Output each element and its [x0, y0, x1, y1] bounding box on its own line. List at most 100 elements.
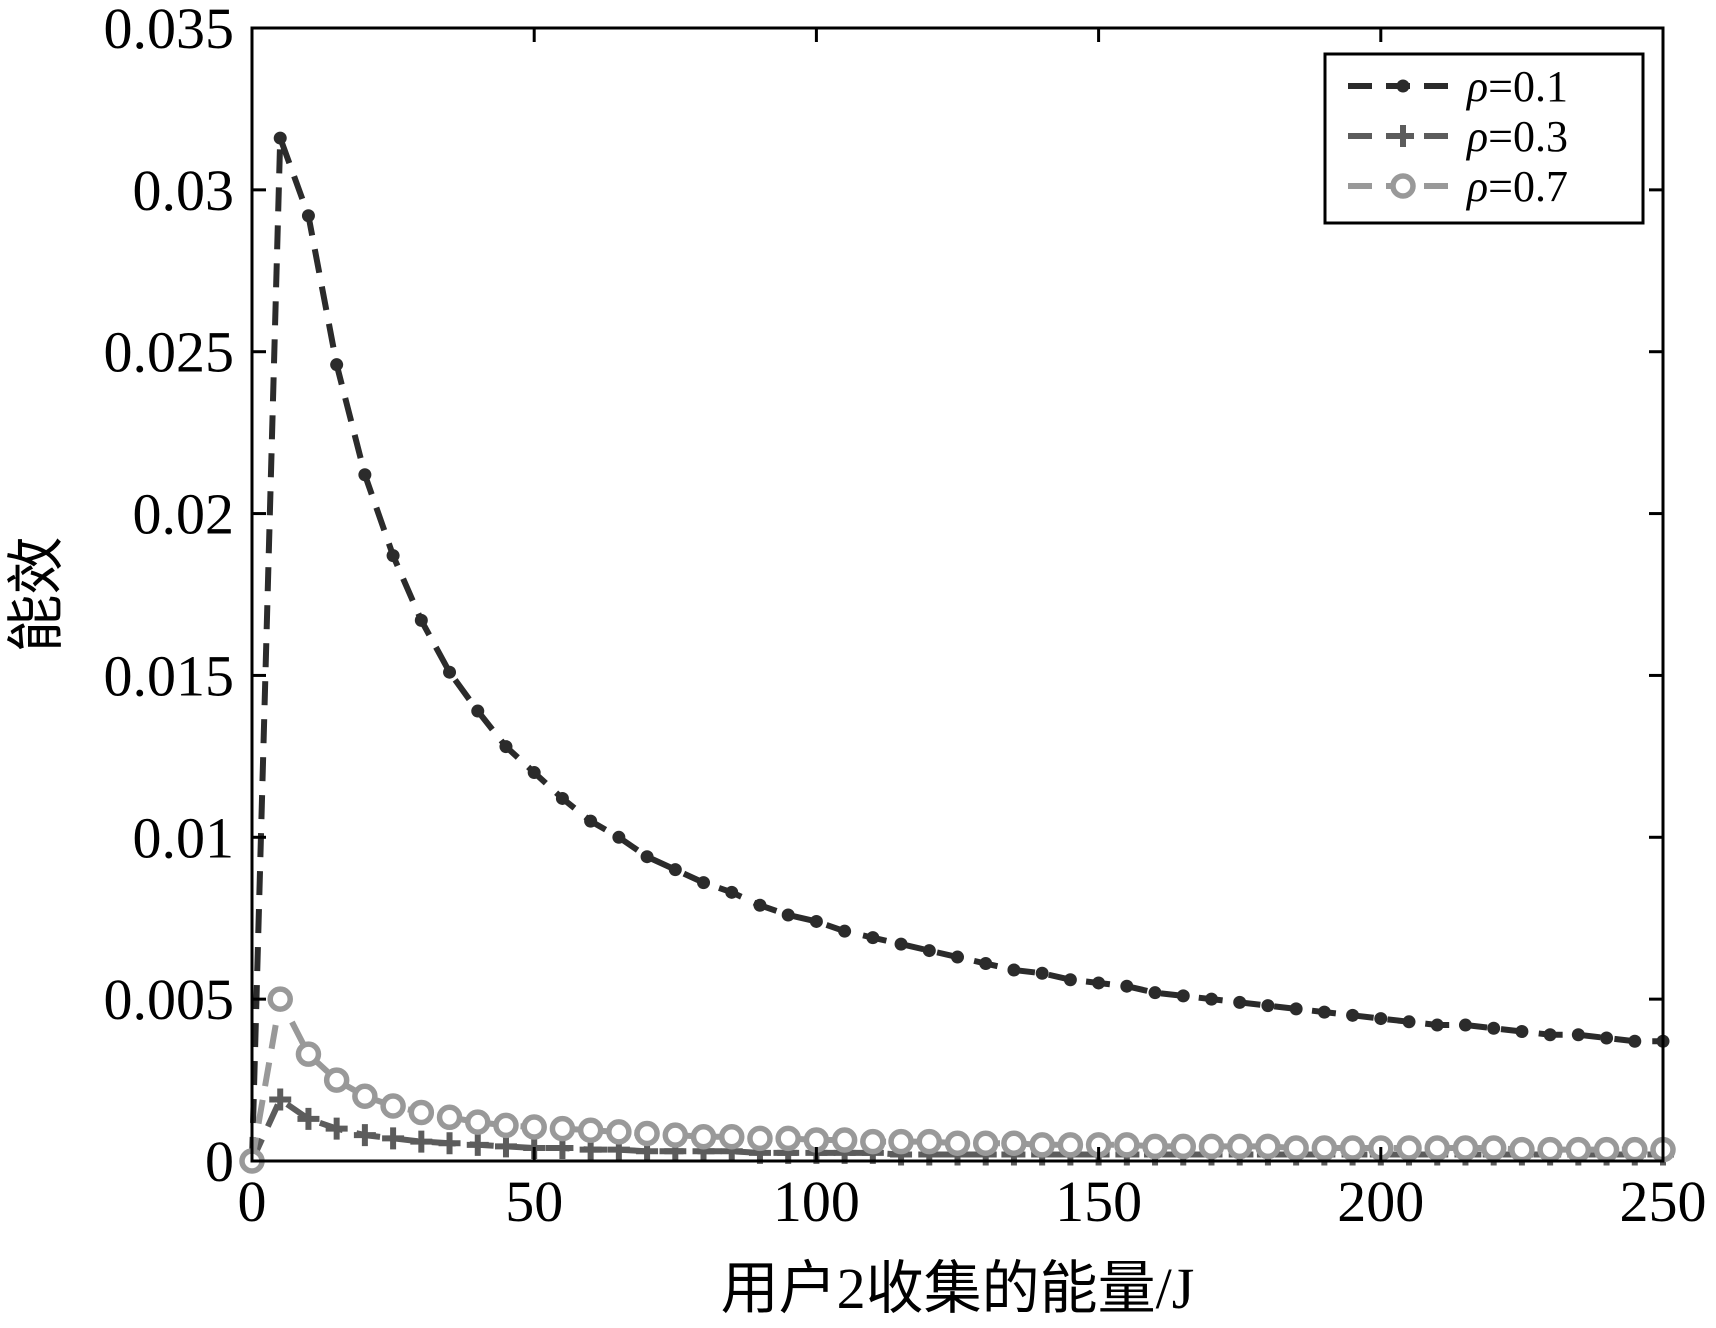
data-point	[549, 1115, 576, 1142]
data-point	[301, 209, 315, 223]
y-tick-label: 0.025	[104, 320, 235, 385]
x-tick-label: 50	[505, 1169, 563, 1234]
data-point	[1430, 1018, 1444, 1032]
data-point	[527, 766, 541, 780]
data-point	[1396, 1135, 1422, 1161]
data-point	[1063, 973, 1077, 987]
data-point	[493, 1112, 519, 1139]
data-point	[1142, 1133, 1168, 1160]
data-point	[866, 931, 880, 945]
data-point	[1622, 1136, 1648, 1163]
data-point	[697, 876, 711, 890]
data-point	[972, 1130, 999, 1156]
x-tick-label: 150	[1055, 1169, 1142, 1234]
data-point	[436, 1104, 463, 1131]
data-point	[803, 1127, 830, 1153]
data-point	[831, 1127, 858, 1153]
x-tick-label: 200	[1337, 1169, 1424, 1234]
y-tick-label: 0.005	[104, 967, 235, 1032]
data-point	[1233, 995, 1247, 1009]
axis-ticks	[250, 26, 1665, 1163]
data-point	[1035, 966, 1049, 980]
data-point	[1148, 986, 1162, 1000]
data-point	[1458, 1018, 1472, 1032]
data-point	[297, 1107, 320, 1130]
data-point	[951, 950, 964, 964]
data-point	[466, 1133, 489, 1156]
data-point	[838, 924, 852, 938]
data-point	[668, 863, 682, 877]
data-point	[577, 1117, 604, 1143]
data-point	[1374, 1012, 1388, 1026]
data-point	[979, 957, 993, 971]
x-tick-label: 100	[773, 1169, 860, 1234]
data-point	[1402, 1015, 1416, 1029]
data-point	[1424, 1135, 1450, 1161]
data-point	[888, 1128, 914, 1155]
legend-item: ρ=0.7	[1348, 162, 1568, 211]
data-point	[1226, 1133, 1253, 1160]
data-point	[1392, 125, 1414, 147]
data-point	[781, 908, 795, 922]
x-tick-label: 250	[1620, 1169, 1707, 1234]
data-point	[269, 1088, 292, 1111]
y-tick-label: 0.02	[133, 482, 235, 547]
data-point	[612, 830, 626, 844]
data-point	[1346, 1008, 1360, 1022]
data-point	[725, 885, 739, 899]
data-point	[1007, 963, 1021, 977]
data-point	[521, 1114, 547, 1140]
data-point	[1170, 1133, 1197, 1160]
data-point	[1289, 1002, 1303, 1016]
data-point	[1029, 1132, 1055, 1158]
data-point	[690, 1123, 717, 1150]
data-point	[323, 1067, 350, 1093]
series-ρ=0.1	[245, 131, 1670, 1168]
data-point	[1057, 1132, 1084, 1158]
plot-frame	[250, 26, 1665, 1163]
data-point	[1515, 1025, 1529, 1039]
data-point	[606, 1119, 632, 1145]
data-point	[922, 944, 936, 958]
data-point	[273, 131, 287, 145]
plot-area	[239, 26, 1676, 1174]
data-point	[555, 791, 569, 805]
data-point	[1480, 1135, 1507, 1161]
data-point	[1543, 1028, 1557, 1042]
data-point	[1114, 1132, 1140, 1158]
data-point	[584, 814, 598, 828]
data-point	[353, 1124, 376, 1147]
data-point	[1339, 1135, 1366, 1161]
data-point	[1628, 1034, 1642, 1048]
legend-label: ρ=0.3	[1465, 112, 1568, 161]
data-point	[1204, 992, 1218, 1006]
data-point	[499, 740, 513, 754]
x-tick-labels: 0 50 100 150 200 250	[238, 1169, 1707, 1234]
data-point	[634, 1120, 660, 1147]
legend-item: ρ=0.1	[1348, 62, 1568, 111]
data-point	[747, 1125, 773, 1152]
y-tick-label: 0	[205, 1129, 234, 1194]
data-point	[1311, 1135, 1338, 1161]
data-point	[408, 1099, 435, 1126]
data-point	[1593, 1136, 1620, 1163]
data-point	[718, 1123, 745, 1150]
legend: ρ=0.1ρ=0.3ρ=0.7	[1323, 52, 1645, 225]
data-point	[465, 1109, 491, 1135]
data-point	[325, 1117, 348, 1140]
legend-box	[1323, 52, 1645, 225]
data-point	[330, 358, 344, 372]
data-point	[775, 1125, 801, 1152]
data-point	[1317, 1005, 1331, 1019]
data-point	[438, 1132, 461, 1155]
data-point	[1120, 979, 1134, 993]
data-point	[662, 1122, 689, 1148]
data-point	[809, 914, 823, 928]
series-ρ=0.3	[241, 1088, 1674, 1172]
data-point	[916, 1128, 943, 1155]
legend-label: ρ=0.1	[1465, 62, 1568, 111]
data-point	[640, 850, 654, 864]
data-point	[1255, 1133, 1281, 1160]
data-point	[494, 1135, 517, 1158]
